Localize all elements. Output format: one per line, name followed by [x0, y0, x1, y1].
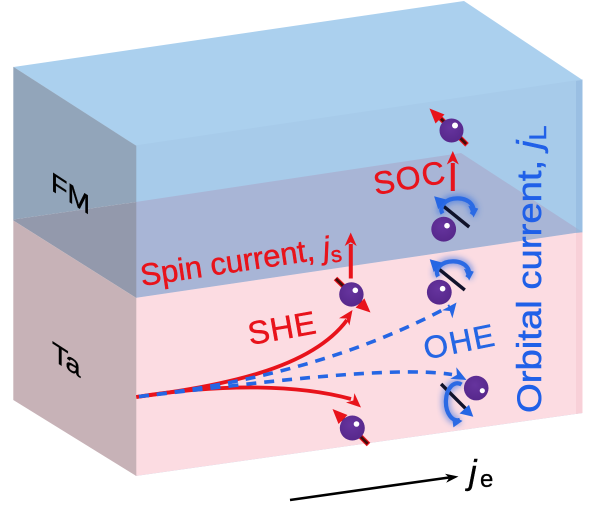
svg-text:e: e — [480, 466, 493, 493]
svg-text:j: j — [465, 454, 478, 492]
svg-text:Orbital current, jL: Orbital current, jL — [510, 126, 552, 413]
